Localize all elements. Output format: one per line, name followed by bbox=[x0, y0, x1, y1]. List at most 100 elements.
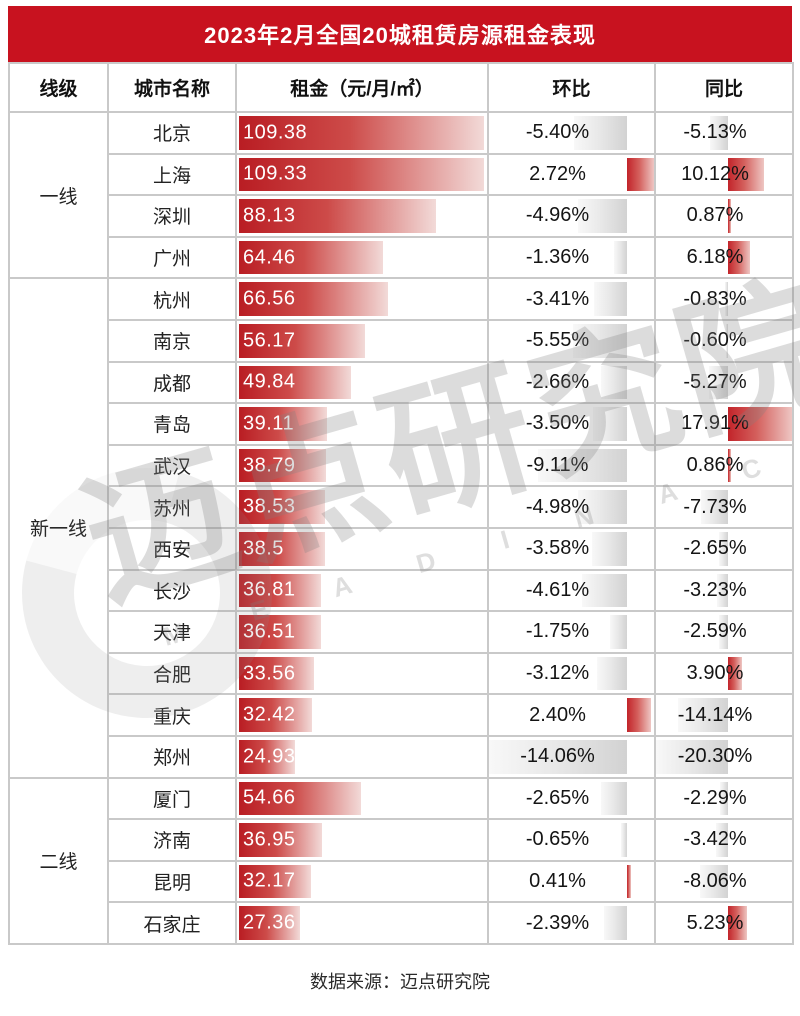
mom-bar bbox=[593, 282, 628, 316]
rent-cell: 66.56 bbox=[235, 277, 489, 321]
mom-cell: -2.66% bbox=[487, 360, 656, 405]
mom-bar bbox=[572, 323, 628, 358]
mom-bar bbox=[601, 781, 628, 816]
rent-bar bbox=[239, 116, 484, 150]
city-name: 重庆 bbox=[107, 693, 237, 737]
mom-bar bbox=[537, 448, 628, 483]
yoy-value: -2.65% bbox=[683, 537, 747, 560]
rent-value: 36.51 bbox=[243, 620, 296, 643]
city-name: 广州 bbox=[107, 235, 237, 280]
yoy-cell: 10.12% bbox=[654, 152, 794, 197]
mom-bar bbox=[613, 240, 628, 275]
source-note: 数据来源：迈点研究院 bbox=[310, 972, 490, 992]
yoy-bar bbox=[716, 823, 729, 857]
yoy-value: -2.29% bbox=[683, 786, 747, 809]
yoy-bar bbox=[677, 698, 729, 732]
table-row: 济南 36.95 -0.65% -3.42% bbox=[9, 818, 794, 862]
mom-bar bbox=[620, 823, 628, 857]
yoy-cell: -5.13% bbox=[654, 111, 794, 155]
city-name: 杭州 bbox=[107, 277, 237, 321]
yoy-bar bbox=[719, 615, 729, 649]
rent-value: 32.17 bbox=[243, 869, 296, 892]
yoy-value: -3.23% bbox=[683, 578, 747, 601]
city-name: 深圳 bbox=[107, 194, 237, 238]
mom-cell: -4.98% bbox=[487, 485, 656, 529]
mom-value: -1.36% bbox=[525, 246, 590, 269]
yoy-cell: -2.59% bbox=[654, 610, 794, 654]
yoy-bar bbox=[720, 781, 729, 816]
rent-cell: 56.17 bbox=[235, 318, 489, 363]
table-row: 天津 36.51 -1.75% -2.59% bbox=[9, 610, 794, 654]
mom-cell: -4.96% bbox=[487, 194, 656, 238]
mom-value: -2.39% bbox=[525, 911, 590, 934]
yoy-cell: -2.29% bbox=[654, 776, 794, 821]
yoy-cell: -0.60% bbox=[654, 318, 794, 363]
mom-bar bbox=[592, 531, 628, 566]
yoy-bar bbox=[728, 199, 732, 233]
mom-value: -2.66% bbox=[525, 370, 590, 393]
yoy-bar bbox=[728, 157, 765, 192]
rent-value: 32.42 bbox=[243, 703, 296, 726]
mom-cell: -3.58% bbox=[487, 526, 656, 571]
yoy-bar bbox=[725, 282, 729, 316]
table-row: 昆明 32.17 0.41% -8.06% bbox=[9, 859, 794, 904]
city-name: 苏州 bbox=[107, 485, 237, 529]
tier-label: 新一线 bbox=[8, 277, 109, 779]
table-row: 西安 38.5 -3.58% -2.65% bbox=[9, 526, 794, 571]
rent-cell: 24.93 bbox=[235, 734, 489, 779]
rent-bar bbox=[239, 157, 484, 192]
mom-cell: -2.39% bbox=[487, 901, 656, 945]
table-row: 成都 49.84 -2.66% -5.27% bbox=[9, 360, 794, 405]
rent-cell: 54.66 bbox=[235, 776, 489, 821]
yoy-cell: -5.27% bbox=[654, 360, 794, 405]
mom-value: -4.98% bbox=[525, 495, 590, 518]
yoy-value: -0.60% bbox=[683, 329, 747, 352]
rent-bar bbox=[239, 698, 312, 732]
mom-value: 0.41% bbox=[529, 869, 586, 892]
rent-cell: 32.42 bbox=[235, 693, 489, 737]
mom-cell: -14.06% bbox=[487, 734, 656, 779]
city-name: 长沙 bbox=[107, 568, 237, 613]
yoy-cell: 0.86% bbox=[654, 443, 794, 488]
rent-cell: 109.38 bbox=[235, 111, 489, 155]
rent-value: 56.17 bbox=[243, 329, 296, 352]
yoy-cell: 17.91% bbox=[654, 402, 794, 446]
mom-cell: -5.55% bbox=[487, 318, 656, 363]
mom-bar bbox=[574, 116, 628, 150]
mom-value: 2.40% bbox=[529, 703, 586, 726]
table-row: 苏州 38.53 -4.98% -7.73% bbox=[9, 485, 794, 529]
yoy-bar bbox=[728, 407, 792, 441]
yoy-value: 5.23% bbox=[686, 911, 744, 934]
yoy-value: 0.87% bbox=[686, 204, 744, 227]
yoy-value: -8.06% bbox=[683, 869, 747, 892]
table-row: 石家庄 27.36 -2.39% 5.23% bbox=[9, 901, 794, 945]
yoy-bar bbox=[728, 240, 751, 275]
mom-value: -2.65% bbox=[525, 786, 590, 809]
yoy-value: -20.30% bbox=[677, 745, 753, 768]
mom-value: 2.72% bbox=[529, 162, 586, 185]
rent-bar bbox=[239, 906, 301, 940]
mom-cell: -4.61% bbox=[487, 568, 656, 613]
mom-cell: -1.75% bbox=[487, 610, 656, 654]
rent-cell: 38.79 bbox=[235, 443, 489, 488]
mom-cell: 2.40% bbox=[487, 693, 656, 737]
city-name: 南京 bbox=[107, 318, 237, 363]
yoy-cell: 3.90% bbox=[654, 651, 794, 696]
table-row: 郑州 24.93 -14.06% -20.30% bbox=[9, 734, 794, 779]
rent-bar bbox=[239, 323, 365, 358]
table-row: 重庆 32.42 2.40% -14.14% bbox=[9, 693, 794, 737]
tier-label: 二线 bbox=[8, 776, 109, 945]
mom-bar bbox=[603, 906, 628, 940]
mom-bar bbox=[627, 698, 651, 732]
rent-bar bbox=[239, 407, 327, 441]
city-name: 西安 bbox=[107, 526, 237, 571]
mom-bar bbox=[610, 615, 628, 649]
rent-cell: 32.17 bbox=[235, 859, 489, 904]
yoy-cell: -20.30% bbox=[654, 734, 794, 779]
rent-cell: 109.33 bbox=[235, 152, 489, 197]
yoy-bar bbox=[718, 531, 729, 566]
rent-value: 33.56 bbox=[243, 662, 296, 685]
mom-cell: -3.50% bbox=[487, 402, 656, 446]
yoy-bar bbox=[699, 864, 729, 899]
